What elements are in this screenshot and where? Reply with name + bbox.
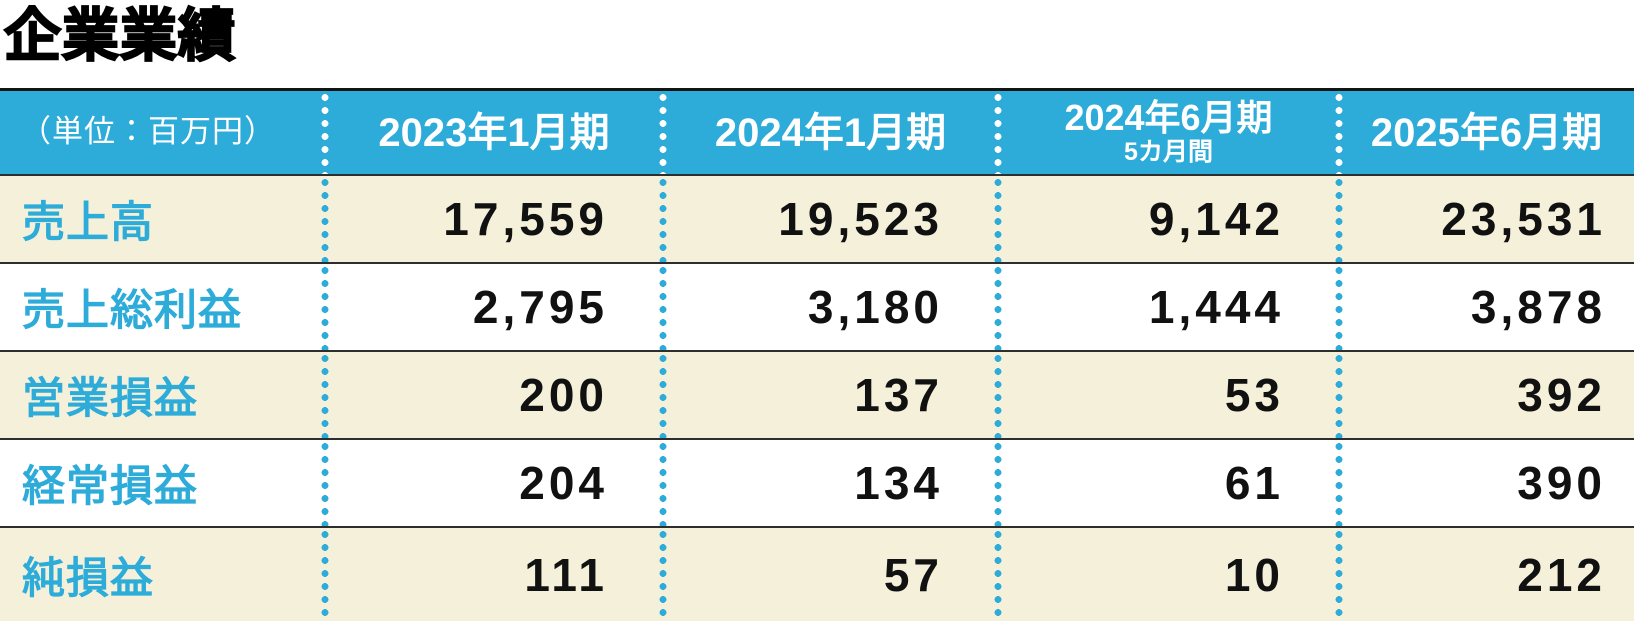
cell-value: 3,180: [658, 262, 998, 350]
unit-label: （単位：百万円）: [20, 114, 276, 150]
cell-value: 17,559: [320, 174, 663, 262]
cell-value: 2,795: [320, 262, 663, 350]
column-header-label: 2024年1月期: [714, 110, 947, 155]
cell-value: 23,531: [1334, 174, 1634, 262]
cell-value: 200: [320, 350, 663, 438]
cell-value: 390: [1334, 438, 1634, 526]
row-label: 売上高: [0, 174, 325, 262]
unit-label-cell: （単位：百万円）: [0, 91, 325, 174]
cell-value: 1,444: [993, 262, 1339, 350]
cell-value: 204: [320, 438, 663, 526]
cell-value: 9,142: [993, 174, 1339, 262]
cell-value: 111: [320, 526, 663, 621]
cell-value: 134: [658, 438, 998, 526]
cell-value: 10: [993, 526, 1339, 621]
column-header-label: 2025年6月期: [1370, 110, 1603, 155]
cell-value: 212: [1334, 526, 1634, 621]
cell-value: 53: [993, 350, 1339, 438]
cell-value: 3,878: [1334, 262, 1634, 350]
page-title: 企業業績: [3, 3, 236, 69]
cell-value: 57: [658, 526, 998, 621]
column-header-label: 2023年1月期: [378, 110, 610, 155]
cell-value: 19,523: [658, 174, 998, 262]
column-header-subnote: 5カ月間: [1124, 138, 1213, 167]
column-header-label: 2024年6月期: [1064, 97, 1273, 139]
cell-value: 392: [1334, 350, 1634, 438]
row-label: 売上総利益: [0, 262, 325, 350]
column-header-2024-01: 2024年1月期: [658, 91, 998, 174]
performance-table: （単位：百万円） 2023年1月期 2024年1月期 2024年6月期 5カ月間…: [0, 88, 1634, 621]
row-label: 経常損益: [0, 438, 325, 526]
cell-value: 61: [993, 438, 1339, 526]
row-label: 営業損益: [0, 350, 325, 438]
row-label: 純損益: [0, 526, 325, 621]
cell-value: 137: [658, 350, 998, 438]
column-header-2023-01: 2023年1月期: [320, 91, 663, 174]
column-header-2025-06: 2025年6月期: [1334, 91, 1634, 174]
column-header-2024-06: 2024年6月期 5カ月間: [993, 91, 1339, 174]
